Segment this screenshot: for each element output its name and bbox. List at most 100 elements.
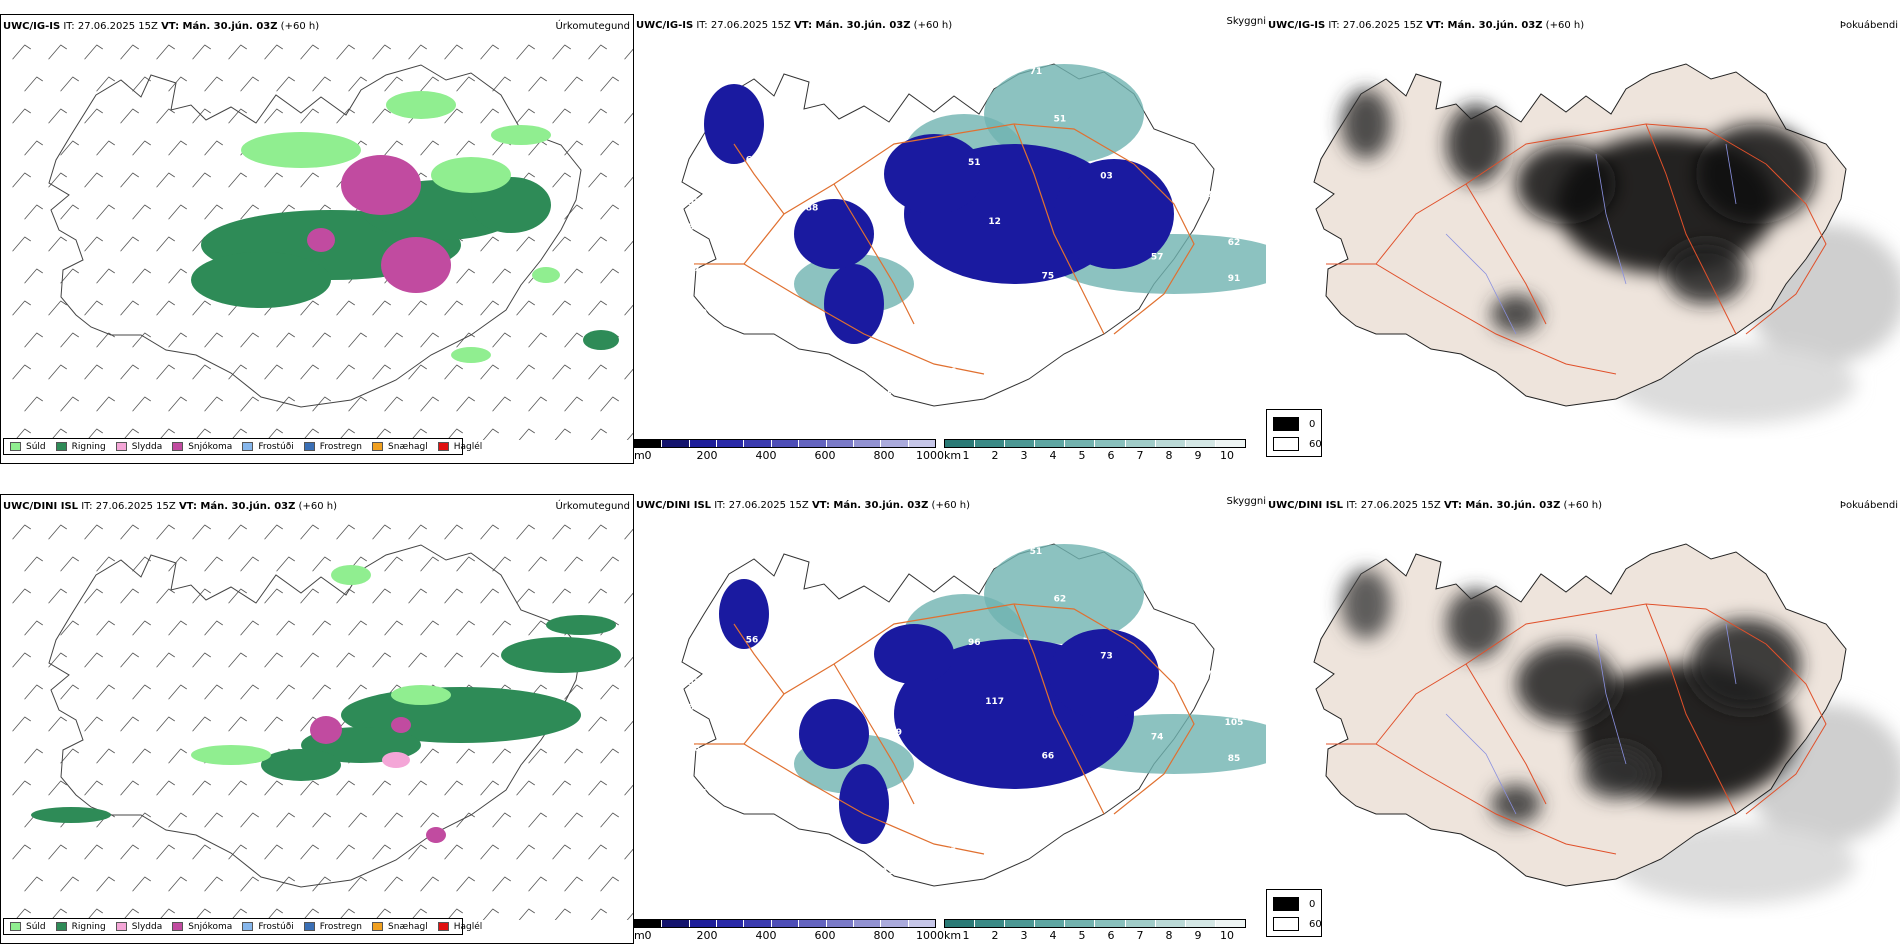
cloud-base-label: 58 bbox=[860, 67, 873, 77]
cloud-base-label: 91 bbox=[1228, 274, 1241, 284]
cloud-base-label: 136 bbox=[685, 246, 704, 256]
visibility-map: 12 68 51 75 88 03 65 70 57 28 51 61 60 87 96 63 64 55 49 86… bbox=[681, 63, 1266, 407]
visibility-map: 117 59 96 66 63 73 83 64 74 66 62 58 56 77 120 65 59 63 60… bbox=[681, 543, 1266, 887]
cloud-base-label: 64 bbox=[1124, 362, 1137, 372]
cloud-base-label: 70 bbox=[868, 131, 881, 141]
visibility-unit: km bbox=[944, 449, 962, 462]
cloud-base-label: 29 bbox=[1228, 67, 1241, 77]
panel-parameter: Þokuábendi bbox=[1839, 500, 1898, 511]
cloud-base-label: 41 bbox=[688, 363, 701, 373]
cloud-base-label: 58 bbox=[1028, 810, 1041, 820]
cloud-base-label: 52 bbox=[1022, 387, 1035, 397]
cloud-base-label: 63 bbox=[923, 83, 936, 93]
fog-index-panel-dini: UWC/DINI ISL IT: 27.06.2025 15Z VT: Mán.… bbox=[1266, 494, 1900, 944]
panel-parameter: Þokuábendi bbox=[1839, 20, 1898, 31]
cloud-base-label: 105 bbox=[1019, 867, 1038, 877]
cloud-base-label: 56 bbox=[746, 636, 759, 646]
cloud-base-label: 68 bbox=[890, 248, 903, 258]
cloud-base-label: 53 bbox=[1228, 91, 1241, 101]
cloud-base-label: 43 bbox=[688, 797, 701, 807]
fog-legend-white: 60 bbox=[1273, 437, 1322, 451]
cloud-base-label: 105 bbox=[1225, 718, 1244, 728]
cloud-base-label: 63 bbox=[806, 684, 819, 694]
cloud-base-label: 101 bbox=[972, 387, 991, 397]
precip-legend: Súld Rigning Slydda Snjókoma Frostúði Fr… bbox=[3, 438, 482, 455]
cloud-base-label: 90 bbox=[694, 309, 707, 319]
precip-map bbox=[12, 44, 633, 440]
cloud-base-label: 52 bbox=[1228, 302, 1241, 312]
cloud-base-label: 66 bbox=[1042, 752, 1055, 762]
cloud-base-label: 54 bbox=[761, 579, 774, 589]
cloud-base-label: 75 bbox=[1042, 272, 1055, 282]
cloud-base-label: 62 bbox=[1054, 595, 1067, 605]
cloud-base-label: 51 bbox=[1054, 115, 1067, 125]
cloud-base-label: 80 bbox=[1124, 842, 1137, 852]
cloud-base-label: 58 bbox=[1228, 630, 1241, 640]
cloud-base-label: 63 bbox=[688, 703, 701, 713]
cloud-base-label: 47 bbox=[688, 264, 701, 274]
legend-item-snjokoma: Snjókoma bbox=[172, 442, 232, 452]
precip-type-panel-dini: UWC/DINI ISL IT: 27.06.2025 15Z VT: Mán.… bbox=[0, 494, 634, 944]
panel-parameter: Skyggni bbox=[1226, 16, 1266, 27]
cloud-base-label: 49 bbox=[1166, 114, 1179, 124]
legend-item-rigning: Rigning bbox=[55, 442, 106, 452]
cloud-base-label: 117 bbox=[985, 697, 1004, 707]
fog-legend-black: 0 bbox=[1273, 897, 1315, 911]
visibility-panel-dini: UWC/DINI ISL IT: 27.06.2025 15Z VT: Mán.… bbox=[634, 494, 1266, 944]
cloud-base-label: 43 bbox=[960, 67, 973, 77]
cloud-base-label: 51 bbox=[688, 121, 701, 131]
cloud-base-label: 51 bbox=[968, 158, 981, 168]
visibility-unit: km bbox=[944, 929, 962, 942]
cloud-base-label: 57 bbox=[1228, 782, 1241, 792]
cloud-base-label: 62 bbox=[1228, 238, 1241, 248]
precip-map bbox=[12, 524, 633, 920]
height-unit: m bbox=[634, 449, 645, 462]
cloud-base-label: 12 bbox=[988, 217, 1001, 227]
fog-index-panel-igis: UWC/IG-IS IT: 27.06.2025 15Z VT: Mán. 30… bbox=[1266, 14, 1900, 464]
legend-item-frostudi: Frostúði bbox=[242, 922, 294, 932]
cloud-base-label: 51 bbox=[688, 843, 701, 853]
iceland-outline bbox=[48, 64, 582, 408]
cloud-base-label: 42 bbox=[1161, 67, 1174, 77]
cloud-base-label: 61 bbox=[1111, 547, 1124, 557]
cloud-base-label: 69 bbox=[837, 547, 850, 557]
legend-item-sudl: Súld bbox=[10, 922, 46, 932]
legend-item-snjokoma: Snjókoma bbox=[172, 922, 232, 932]
cloud-base-label: 83 bbox=[910, 785, 923, 795]
panel-title: UWC/DINI ISL IT: 27.06.2025 15Z VT: Mán.… bbox=[636, 500, 970, 511]
legend-item-snaehagl: Snæhagl bbox=[372, 442, 428, 452]
fog-map bbox=[1313, 543, 1900, 904]
legend-item-sudl: Súld bbox=[10, 442, 46, 452]
cloud-base-label: 82 bbox=[688, 317, 701, 327]
cloud-base-label: 146 bbox=[1225, 624, 1244, 634]
cloud-base-label: 68 bbox=[1126, 387, 1139, 397]
cloud-base-label: 85 bbox=[1228, 754, 1241, 764]
cloud-base-label: 60 bbox=[1228, 571, 1241, 581]
cloud-base-label: 193 bbox=[727, 67, 746, 77]
precip-blobs bbox=[31, 565, 621, 843]
cloud-base-label: 114 bbox=[879, 387, 898, 397]
cloud-base-label: 77 bbox=[1206, 670, 1219, 680]
legend-item-haglel: Haglél bbox=[437, 442, 482, 452]
cloud-base-label: 69 bbox=[730, 547, 743, 557]
legend-item-rigning: Rigning bbox=[55, 922, 106, 932]
cloud-base-label: 96 bbox=[968, 638, 981, 648]
cloud-base-label: 66 bbox=[758, 738, 771, 748]
cloud-base-label: 120 bbox=[804, 804, 823, 814]
cloud-base-label: 64 bbox=[1170, 307, 1183, 317]
cloud-base-label: 74 bbox=[1151, 732, 1164, 742]
height-unit: m bbox=[634, 929, 645, 942]
legend-item-frostudi: Frostúði bbox=[242, 442, 294, 452]
cloud-base-label: 84 bbox=[822, 859, 835, 869]
panel-parameter: Skyggni bbox=[1226, 496, 1266, 507]
cloud-base-label: 65 bbox=[923, 563, 936, 573]
cloud-base-label: 63 bbox=[688, 165, 701, 175]
legend-item-snaehagl: Snæhagl bbox=[372, 922, 428, 932]
legend-item-frostregn: Frostregn bbox=[303, 922, 362, 932]
panel-parameter: Úrkomutegund bbox=[555, 21, 630, 32]
cloud-base-label: 71 bbox=[1030, 67, 1043, 77]
fog-legend-white: 60 bbox=[1273, 917, 1322, 931]
panel-title: UWC/IG-IS IT: 27.06.2025 15Z VT: Mán. 30… bbox=[1268, 20, 1585, 31]
cloud-base-label: 87 bbox=[688, 645, 701, 655]
cloud-base-label: 59 bbox=[1170, 787, 1183, 797]
